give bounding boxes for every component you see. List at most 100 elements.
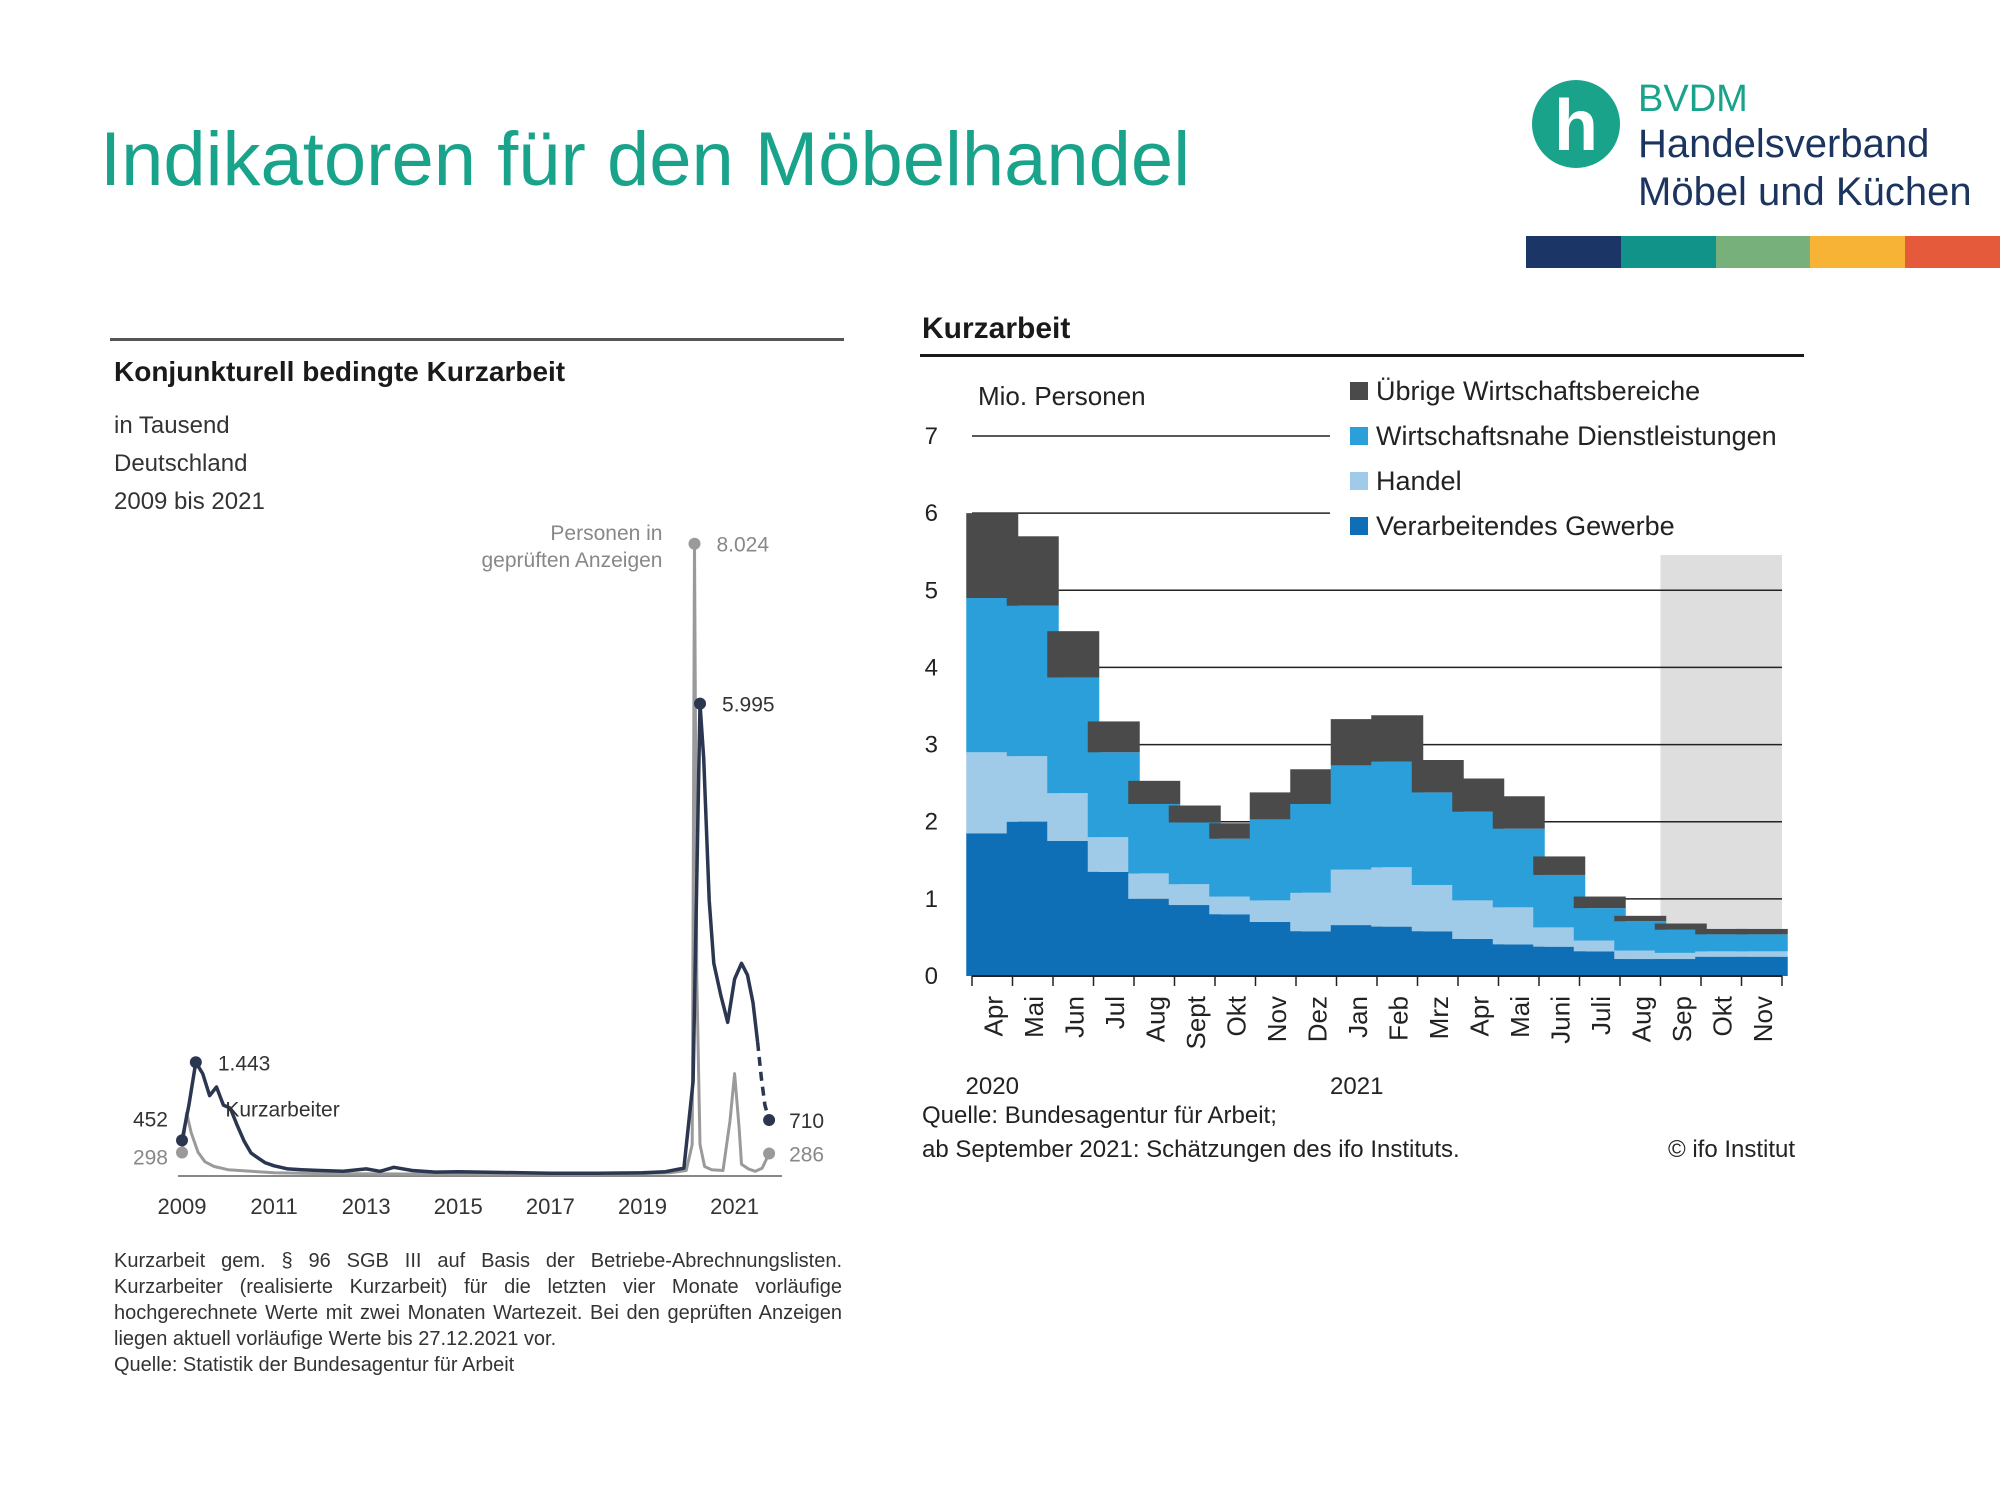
chart1-title: Konjunkturell bedingte Kurzarbeit xyxy=(114,356,566,387)
chart2-x-tick-label: Okt xyxy=(1707,995,1737,1036)
chart1-unit: in Tausend xyxy=(114,412,230,439)
chart2-x-tick-label: Mrz xyxy=(1424,996,1454,1039)
chart2-top-rule xyxy=(920,354,1804,357)
bvdm-logo-icon: h xyxy=(1532,80,1620,168)
chart2-x-tick-label: Apr xyxy=(1464,996,1494,1037)
chart2-source-line-1: Quelle: Bundesagentur für Arbeit; xyxy=(922,1102,1277,1129)
chart2-x-tick-label: Mai xyxy=(1505,996,1535,1038)
chart1-point-anzeigen-peak xyxy=(688,537,701,550)
chart1-top-rule xyxy=(110,338,844,341)
chart2-forecast-band xyxy=(1660,555,1782,976)
chart2-legend-label: Verarbeitendes Gewerbe xyxy=(1376,511,1675,541)
strip-segment-0 xyxy=(1526,236,1621,268)
chart2-bar-segment xyxy=(1573,940,1626,952)
chart1-x-tick-label: 2011 xyxy=(250,1194,297,1219)
chart2-y-tick-label: 4 xyxy=(925,654,938,681)
chart1-period: 2009 bis 2021 xyxy=(114,488,265,515)
chart1-region: Deutschland xyxy=(114,450,248,477)
chart2-x-tick-label: Jan xyxy=(1343,996,1373,1038)
strip-segment-4 xyxy=(1905,236,2000,268)
chart2-x-tick-label: Apr xyxy=(978,996,1008,1037)
chart2-bar-segment xyxy=(1006,536,1059,606)
chart2-title: Kurzarbeit xyxy=(922,312,1071,345)
chart2-bar-segment xyxy=(1735,951,1788,957)
strip-segment-1 xyxy=(1620,236,1716,268)
chart1-label-kurzarbeiter-end: 710 xyxy=(789,1110,824,1133)
chart2-bar-segment xyxy=(1654,923,1707,930)
chart2-y-tick-label: 3 xyxy=(925,732,938,759)
chart2-legend-label: Handel xyxy=(1376,466,1462,496)
chart2-y-tick-label: 7 xyxy=(925,423,938,450)
chart2-y-unit-label: Mio. Personen xyxy=(978,381,1146,411)
chart2-bar-segment xyxy=(1695,956,1748,976)
chart2-x-tick-label: Okt xyxy=(1221,995,1251,1036)
chart2-bar-segment xyxy=(1087,721,1140,753)
chart2-x-tick-label: Mai xyxy=(1019,996,1049,1038)
brand-color-strip xyxy=(1526,236,2000,268)
chart2-bar-segment xyxy=(1128,780,1181,804)
chart2-bar-segment xyxy=(1614,959,1667,976)
chart2-bar-segment xyxy=(1573,896,1626,909)
chart1-series-kurzarbeiter-line xyxy=(180,701,760,1175)
chart2-bar-segment xyxy=(1209,896,1262,915)
chart2-legend-swatch xyxy=(1350,427,1368,445)
chart2-bar-segment xyxy=(1695,928,1748,935)
chart1-x-tick-label: 2017 xyxy=(526,1194,575,1219)
chart2-year-label: 2020 xyxy=(966,1073,1019,1100)
chart1-label-anzeigen-end: 286 xyxy=(789,1143,824,1166)
chart2-y-tick-label: 0 xyxy=(925,963,938,990)
chart1-x-tick-label: 2021 xyxy=(710,1194,759,1219)
chart2-x-tick-label: Sep xyxy=(1667,996,1697,1042)
chart2-bar-segment xyxy=(1533,856,1586,875)
chart2-x-tick-label: Juni xyxy=(1545,996,1575,1044)
chart2-x-tick-label: Nov xyxy=(1262,996,1292,1042)
chart2-copyright: © ifo Institut xyxy=(1668,1136,1796,1163)
chart1-label-anzeigen-line2: geprüften Anzeigen xyxy=(482,549,663,572)
chart1-point-kurzarbeiter-covid-peak xyxy=(694,697,707,710)
chart2-bar-segment xyxy=(1209,823,1262,839)
chart2-y-tick-label: 5 xyxy=(925,577,938,604)
chart2-bar-segment xyxy=(1654,959,1707,976)
chart2-y-tick-label: 2 xyxy=(925,809,938,836)
chart1-point-kurzarbeiter-2009-peak xyxy=(189,1056,202,1069)
chart1-point-anzeigen-start xyxy=(176,1146,188,1159)
chart2-legend-swatch xyxy=(1350,382,1368,400)
chart2-bar-segment xyxy=(1614,915,1667,922)
chart1-source: Quelle: Statistik der Bundesagentur für … xyxy=(114,1354,515,1376)
chart1-point-kurzarbeiter-end xyxy=(763,1114,776,1127)
chart2-bar-segment xyxy=(1695,934,1748,952)
chart2-x-tick-label: Sept xyxy=(1181,995,1211,1049)
strip-segment-3 xyxy=(1810,236,1906,268)
logo-mark-glyph: h xyxy=(1554,86,1598,166)
strip-segment-2 xyxy=(1715,236,1811,268)
chart1-series-anzeigen-line xyxy=(180,542,771,1176)
chart2-source-line-2: ab September 2021: Schätzungen des ifo I… xyxy=(922,1136,1460,1163)
chart2-bar-segment xyxy=(1533,927,1586,947)
chart2-stacked-bar-chart: 0 1 2 3 4 5 6 7 Mio. Personen Apr Mai Jun Jul Aug Sept… xyxy=(925,376,1788,1100)
chart2-bar-segment xyxy=(1168,805,1221,823)
chart1-x-tick-label: 2013 xyxy=(342,1194,391,1219)
chart2-bar-segment xyxy=(1735,928,1788,935)
chart1-point-anzeigen-end xyxy=(763,1147,776,1160)
chart1-label-kurzarbeiter: Kurzarbeiter xyxy=(225,1098,339,1121)
chart1-label-kurzarbeiter-covid-peak: 5.995 xyxy=(722,694,775,717)
chart1-footnote-block: Kurzarbeit gem. § 96 SGB III auf Basis d… xyxy=(114,1248,842,1378)
chart2-bar-segment xyxy=(1492,796,1545,829)
chart1-label-kurzarbeiter-start: 452 xyxy=(133,1108,168,1131)
chart2-x-tick-label: Aug xyxy=(1140,996,1170,1042)
chart2-bar-segment xyxy=(1735,956,1788,976)
chart2-x-tick-label: Nov xyxy=(1748,996,1778,1042)
chart1-point-kurzarbeiter-start xyxy=(176,1134,188,1147)
chart1-label-anzeigen-start: 298 xyxy=(133,1147,168,1170)
chart2-bar-segment xyxy=(1249,900,1302,922)
chart2-x-tick-label: Jun xyxy=(1059,996,1089,1038)
chart1-label-kurzarbeiter-peak: 1.443 xyxy=(218,1052,271,1075)
chart2-x-tick-label: Dez xyxy=(1302,996,1332,1042)
chart1-label-anzeigen-line1: Personen in xyxy=(550,522,662,545)
chart2-x-tick-label: Jul xyxy=(1100,996,1130,1029)
chart2-bar-segment xyxy=(1654,929,1707,953)
chart2-bar-segment xyxy=(1654,952,1707,960)
chart2-bar-segment xyxy=(1695,951,1748,957)
chart2-year-label: 2021 xyxy=(1330,1073,1383,1100)
chart2-y-tick-label: 6 xyxy=(925,500,938,527)
